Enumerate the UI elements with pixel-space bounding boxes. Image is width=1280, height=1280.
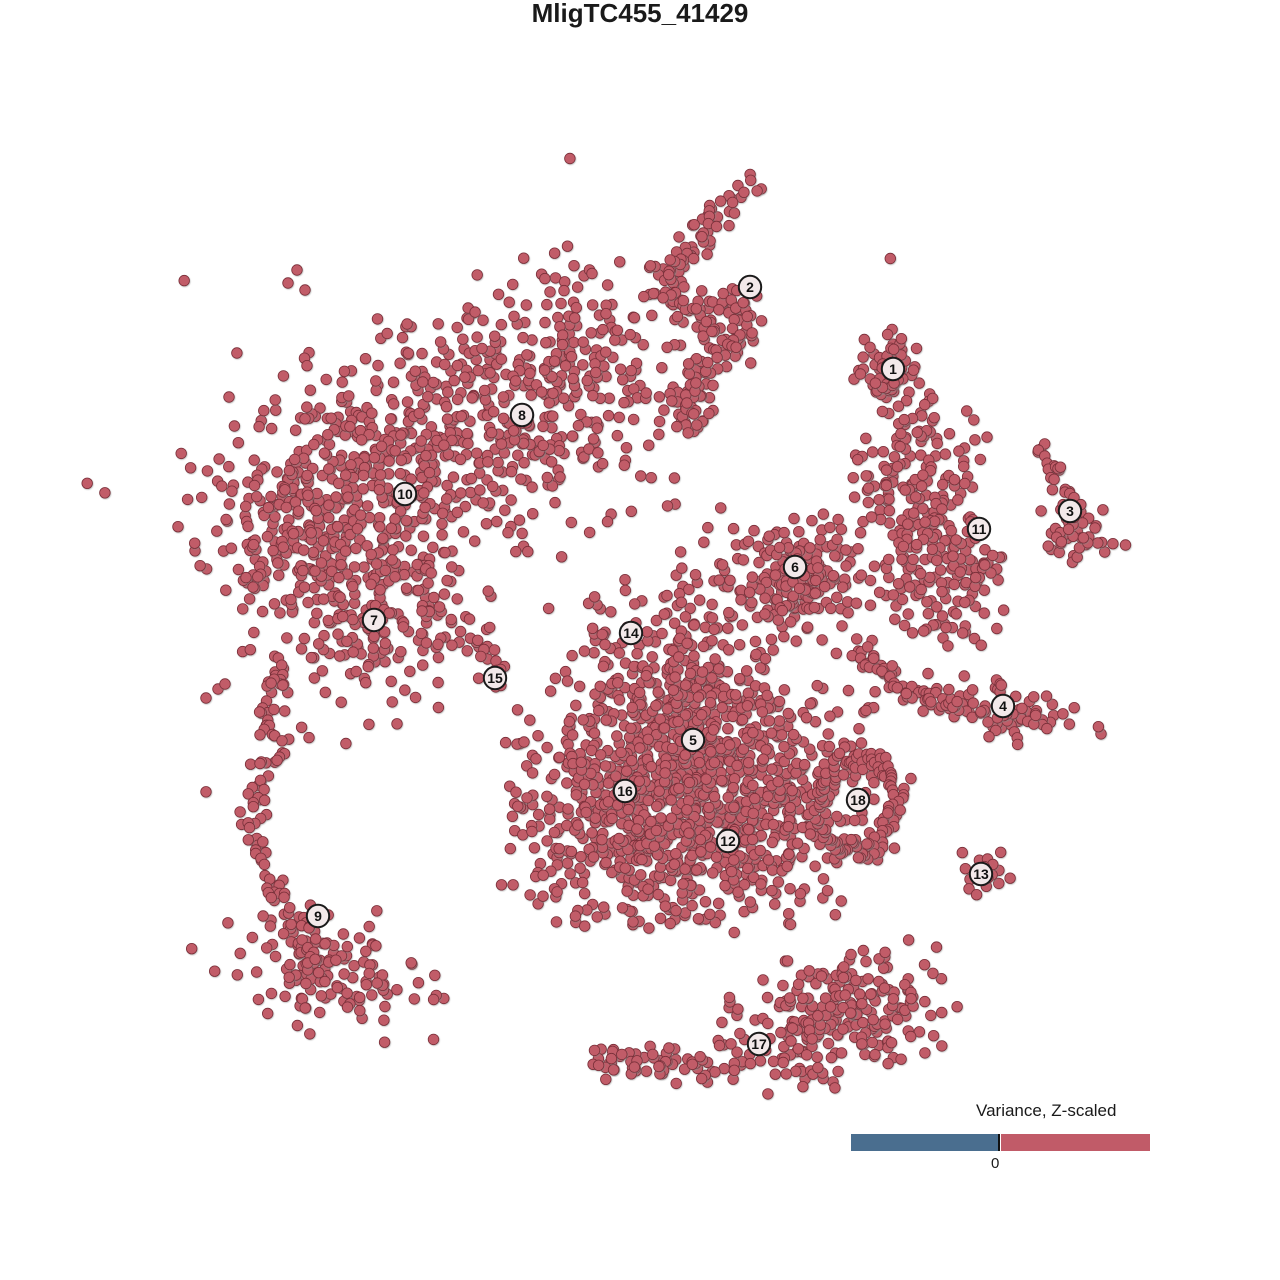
svg-text:12: 12 [720,833,736,849]
svg-text:8: 8 [518,407,526,423]
svg-text:3: 3 [1066,503,1074,519]
svg-text:5: 5 [689,732,697,748]
svg-text:6: 6 [791,559,799,575]
svg-text:2: 2 [746,279,754,295]
svg-text:13: 13 [973,866,989,882]
svg-text:9: 9 [314,908,322,924]
svg-text:18: 18 [850,792,866,808]
svg-text:4: 4 [999,698,1007,714]
svg-text:17: 17 [751,1036,767,1052]
svg-text:15: 15 [487,670,503,686]
svg-text:14: 14 [623,625,639,641]
svg-text:11: 11 [972,521,987,537]
svg-text:7: 7 [370,612,378,628]
svg-text:10: 10 [397,486,413,502]
svg-text:1: 1 [889,361,897,377]
svg-text:16: 16 [617,783,633,799]
